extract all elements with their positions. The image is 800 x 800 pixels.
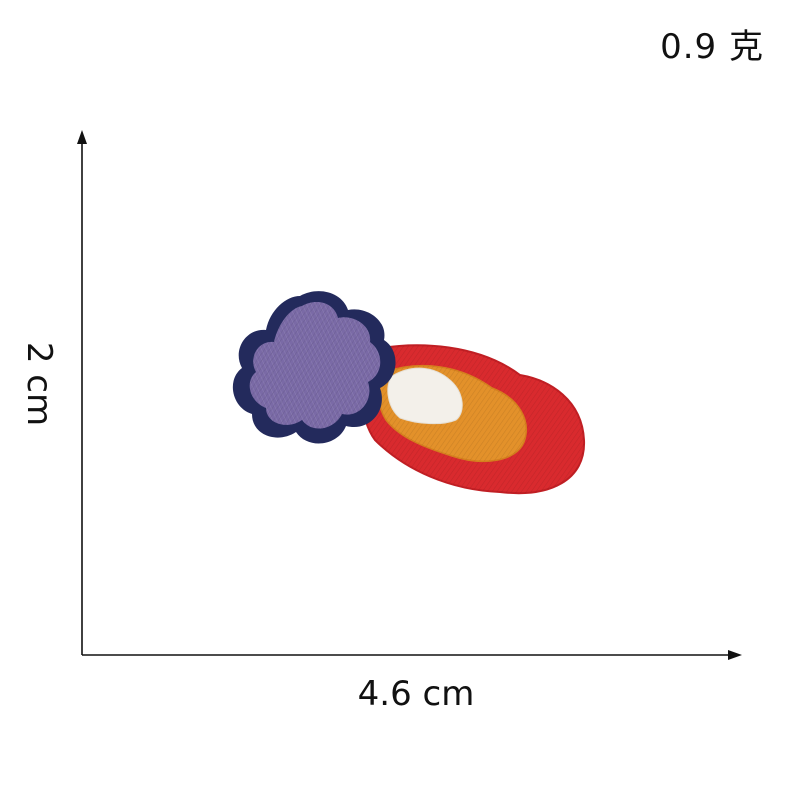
width-label: 4.6 cm: [357, 674, 475, 714]
height-label: 2 cm: [19, 341, 59, 427]
width-axis-arrowhead: [728, 650, 742, 660]
embroidered-patch-image: [232, 291, 586, 495]
flame-inner: [387, 367, 463, 425]
height-axis-arrowhead: [77, 130, 87, 144]
weight-label: 0.9 克: [660, 27, 764, 67]
